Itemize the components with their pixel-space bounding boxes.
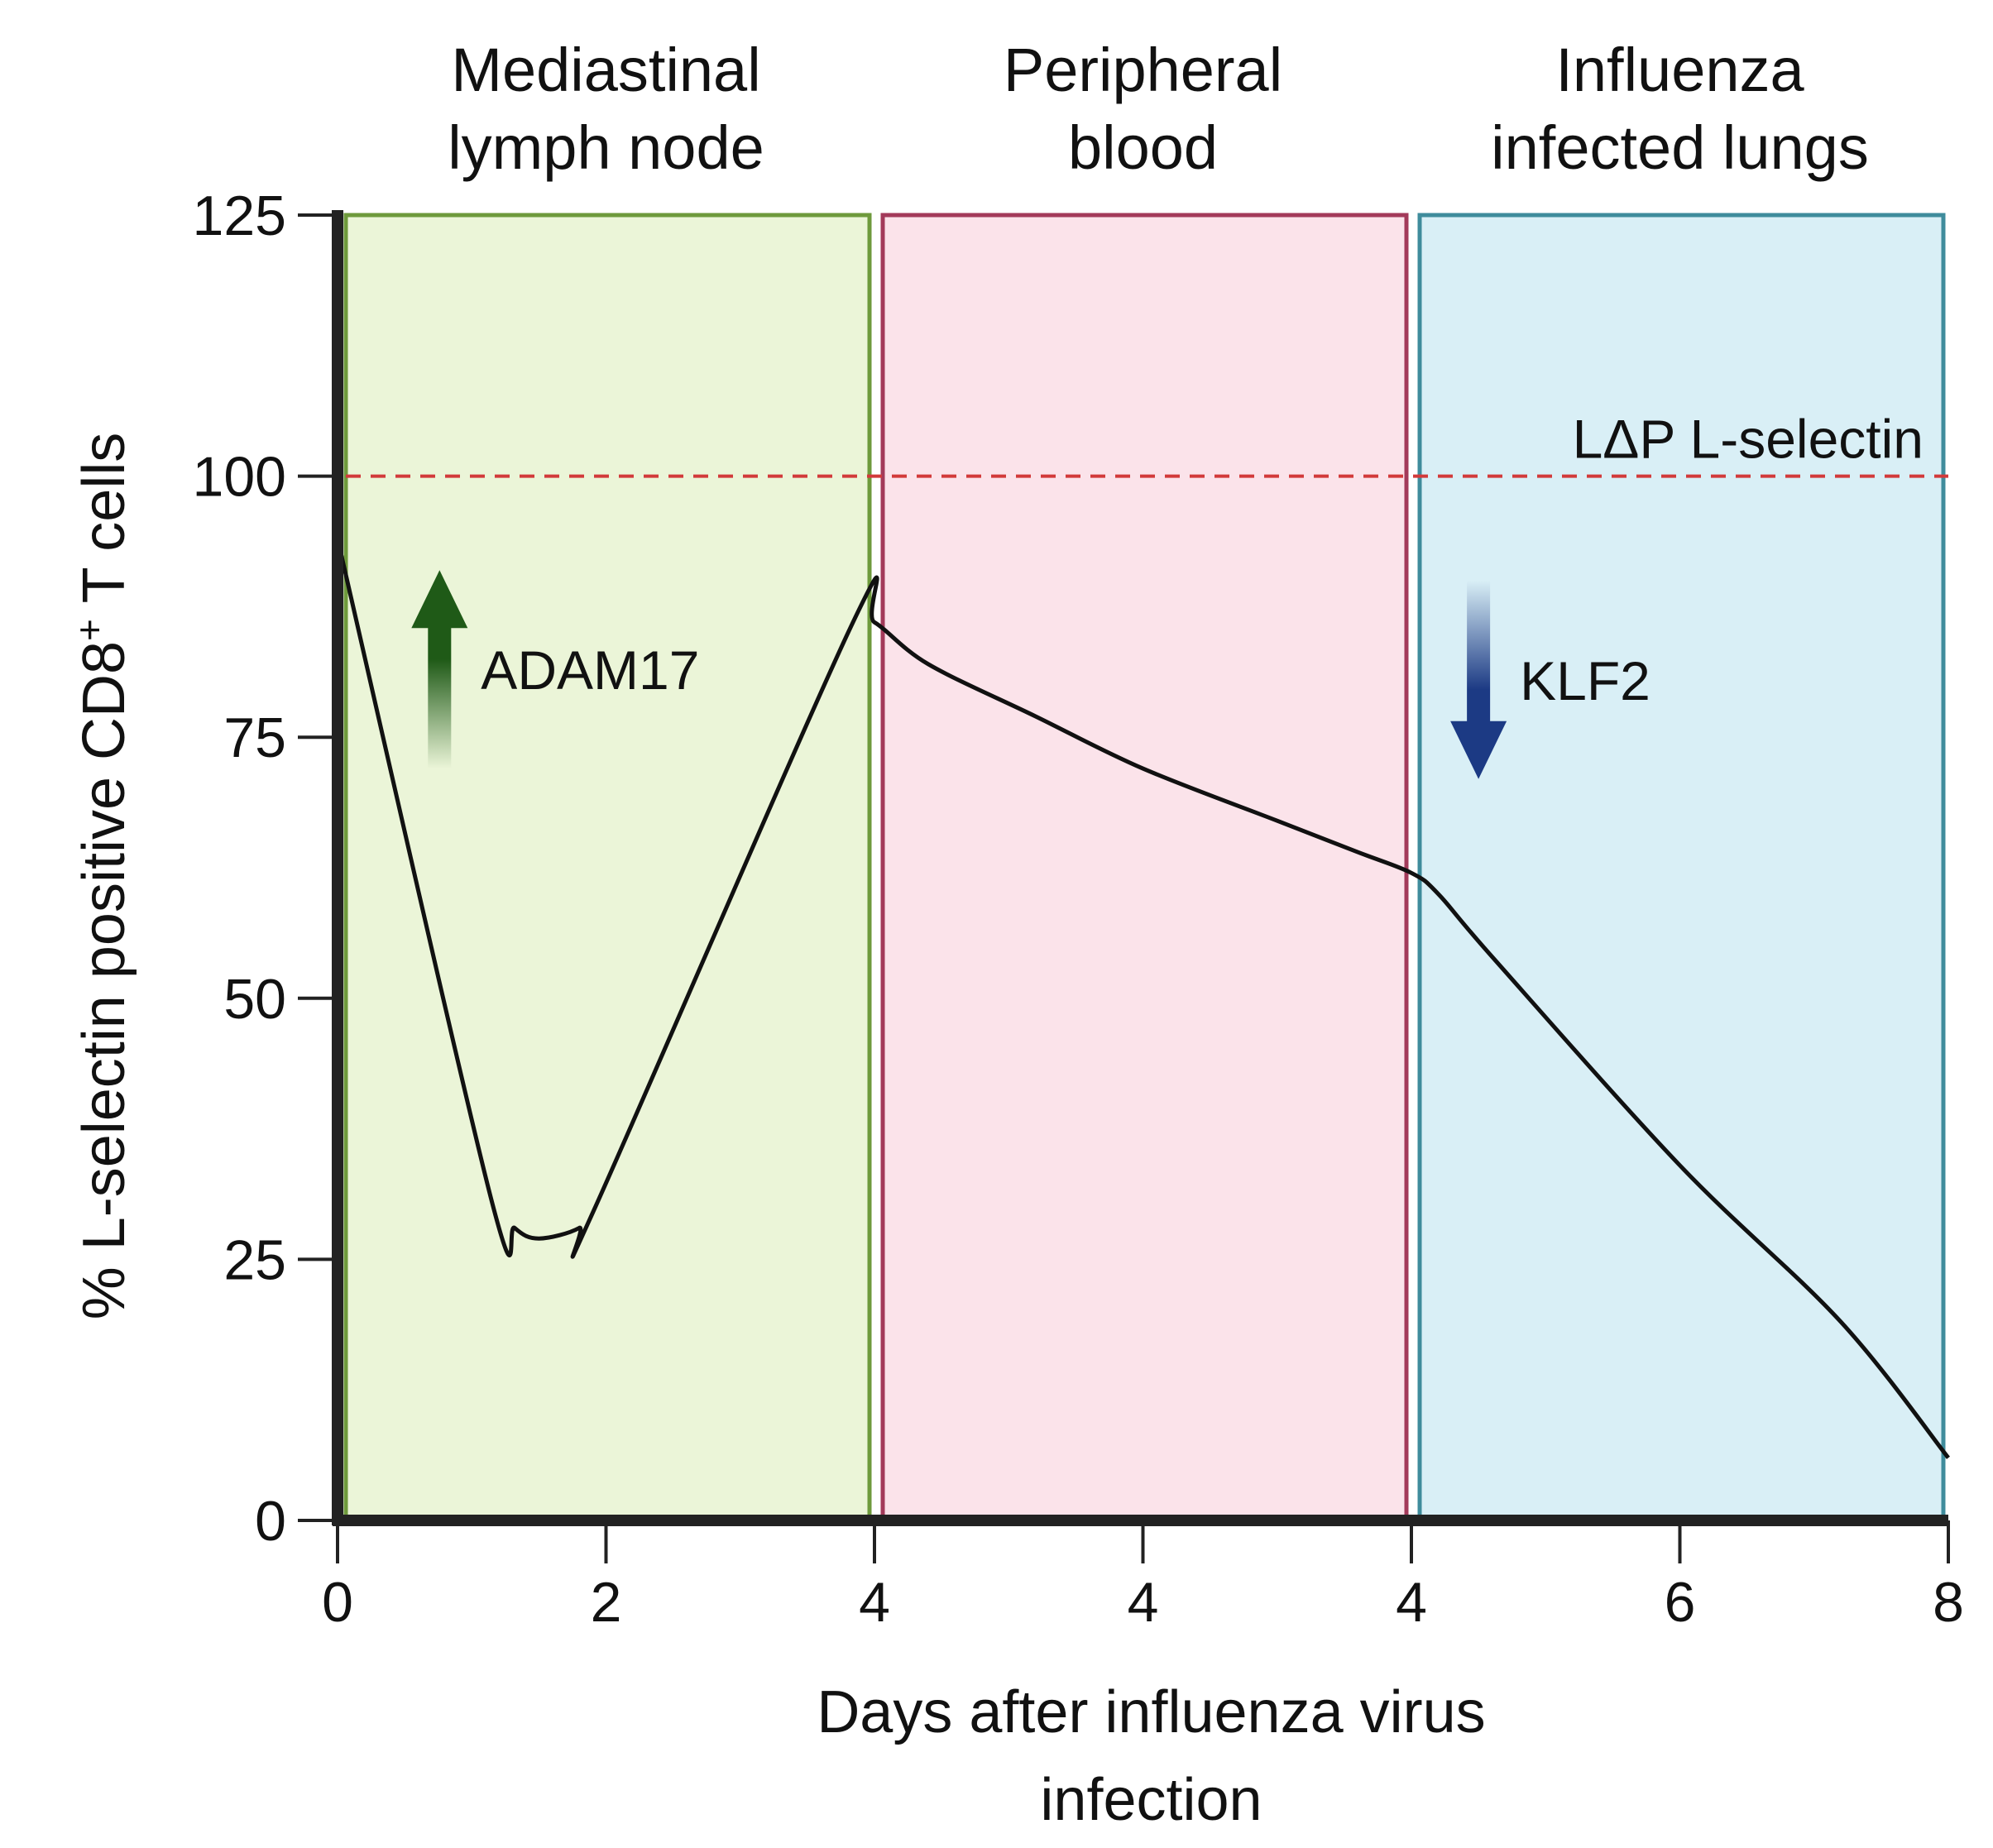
series-group xyxy=(335,538,1950,1459)
annotation-label-1: ADAM17 xyxy=(481,639,699,701)
region-2-label-line-2: blood xyxy=(1068,113,1218,182)
x-axis-title-line-1: Days after influenza virus xyxy=(817,1679,1485,1745)
labels: Mediastinal lymph node Peripheral blood Infl… xyxy=(68,36,1869,1833)
x-tick-label-1: 0 xyxy=(322,1571,353,1634)
y-tick-label-0: 0 xyxy=(255,1490,286,1553)
reference-line-group: LΔP L-selectin xyxy=(346,409,1948,478)
region-3 xyxy=(1417,213,1946,1523)
region-1-label-line-1: Mediastinal xyxy=(451,36,760,104)
arrow-down-icon xyxy=(1450,580,1507,779)
series-line-1 xyxy=(335,538,1950,1459)
y-axis-title: % L-selectin positive CD8+ T cells xyxy=(68,433,137,1320)
region-3-label-line-1: Influenza xyxy=(1555,36,1804,104)
x-tick-label-5: 4 xyxy=(1396,1571,1427,1634)
axes: 0 25 50 75 100 125 0 2 4 4 4 6 8 xyxy=(193,184,1964,1634)
y-axis-title-sup: + xyxy=(68,619,111,641)
x-tick-label-7: 8 xyxy=(1933,1571,1964,1634)
region-1-label-line-2: lymph node xyxy=(448,113,764,182)
x-axis-title-line-2: infection xyxy=(1040,1767,1262,1833)
regions xyxy=(343,213,1946,1523)
y-axis-title-main: % L-selectin positive CD8 xyxy=(71,641,137,1319)
x-tick-label-3: 4 xyxy=(859,1571,890,1634)
arrow-up-icon xyxy=(411,570,468,769)
region-2 xyxy=(880,213,1409,1523)
reference-line-label: LΔP L-selectin xyxy=(1573,409,1924,470)
y-tick-label-75: 75 xyxy=(223,706,286,769)
region-2-label-line-1: Peripheral xyxy=(1004,36,1282,104)
y-axis-title-rest: T cells xyxy=(71,433,137,619)
region-1 xyxy=(343,213,872,1523)
y-tick-label-125: 125 xyxy=(193,184,286,247)
x-tick-label-2: 2 xyxy=(591,1571,622,1634)
region-3-label-line-2: infected lungs xyxy=(1491,113,1869,182)
y-tick-label-50: 50 xyxy=(223,968,286,1031)
x-tick-label-4: 4 xyxy=(1128,1571,1159,1634)
y-tick-label-25: 25 xyxy=(223,1228,286,1291)
y-tick-label-100: 100 xyxy=(193,446,286,509)
x-tick-label-6: 6 xyxy=(1665,1571,1696,1634)
annotations: ADAM17 KLF2 xyxy=(411,570,1650,779)
annotation-label-2: KLF2 xyxy=(1520,650,1650,711)
